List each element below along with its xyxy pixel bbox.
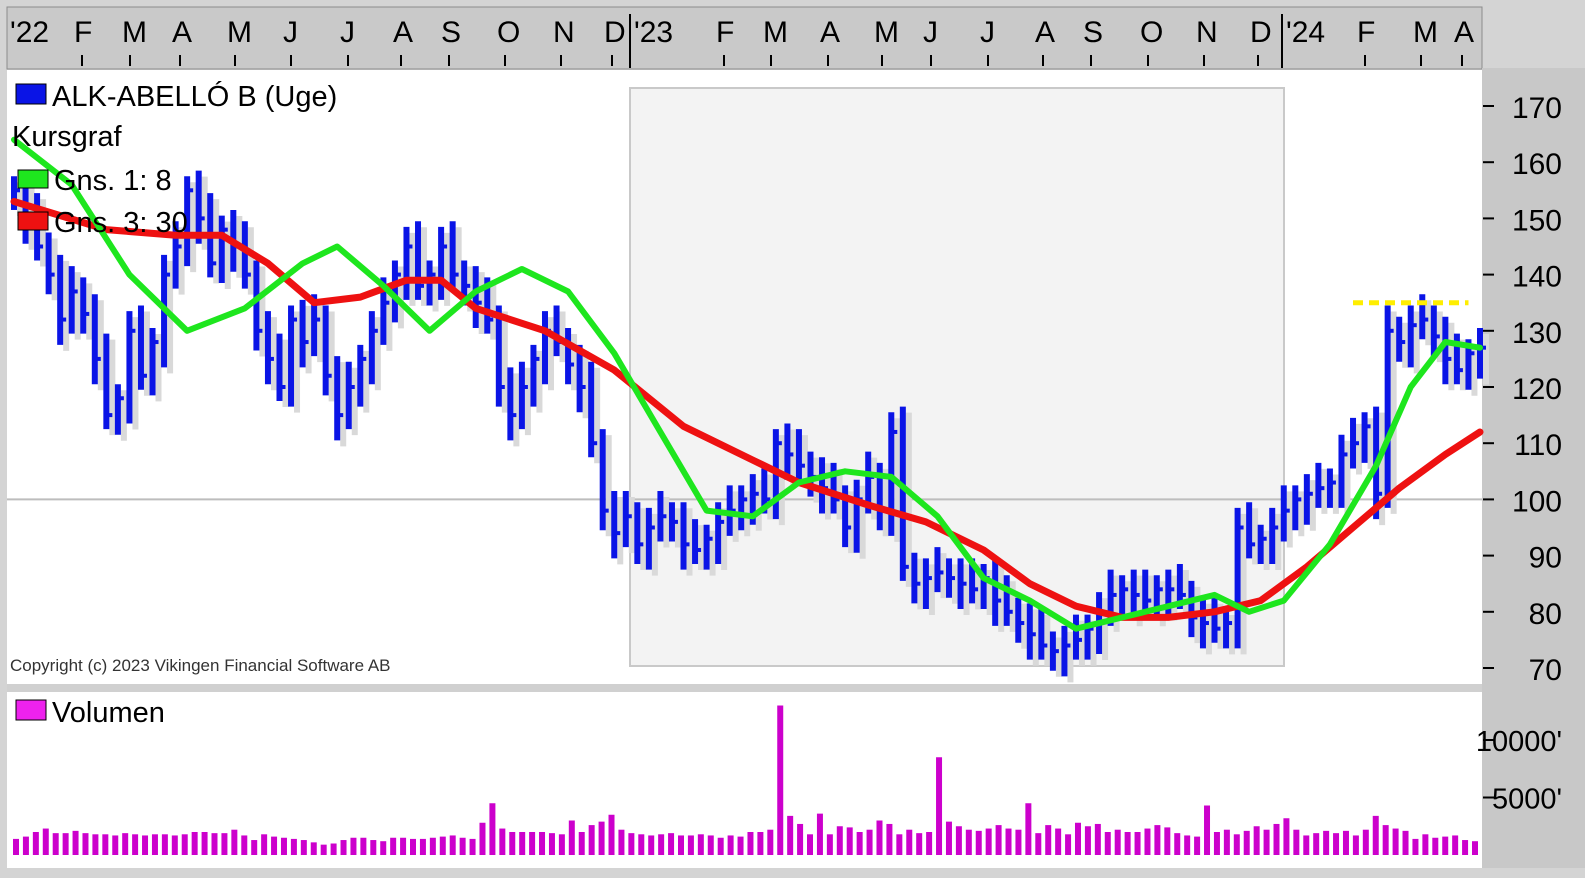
x-tick-label: J <box>340 16 355 49</box>
x-tick-label: J <box>283 16 298 49</box>
y-tick-label: 110 <box>1514 429 1562 462</box>
x-tick-label: A <box>1454 16 1474 49</box>
y-tick-label: 140 <box>1512 261 1562 294</box>
volume-bars <box>13 705 1478 855</box>
y-tick-label: 130 <box>1512 317 1562 350</box>
x-tick-label: F <box>716 16 734 49</box>
y-axis-ticks: 70 80 90 100 110 120 130 140 150 160 170 <box>1483 92 1562 687</box>
legend-price-label: ALK-ABELLÓ B (Uge) <box>52 80 337 113</box>
x-tick-label: S <box>1083 16 1103 49</box>
legend-swatch-ma30 <box>17 211 49 231</box>
volume-plot-background <box>7 692 1482 868</box>
bottom-band <box>0 868 1585 878</box>
y-tick-label: 100 <box>1512 485 1562 518</box>
moving-average-lines <box>10 136 1484 632</box>
y-tick-label: 170 <box>1512 92 1562 125</box>
x-tick-label: O <box>1140 16 1163 49</box>
x-tick-label: N <box>1196 16 1218 49</box>
legend-ma30-label: Gns. 3: 30 <box>54 207 188 239</box>
ma8-line <box>11 136 1483 632</box>
x-tick-label: F <box>74 16 92 49</box>
x-tick-label: D <box>604 16 626 49</box>
x-axis-ticks: '22 F M A M J J A S O N D '23 F M A M J J A S O N D '24 F M A <box>10 14 1474 68</box>
left-edge <box>0 70 7 878</box>
legend-swatch-ma8 <box>17 169 49 189</box>
volume-tick-label: 10000' <box>1476 726 1562 758</box>
x-tick-label: A <box>1035 16 1055 49</box>
volume-legend: Volumen <box>15 697 165 729</box>
legend-swatch-volume <box>15 699 47 721</box>
price-legend: ALK-ABELLÓ B (Uge) Kursgraf Gns. 1: 8 Gn… <box>12 80 337 239</box>
y-tick-label: 80 <box>1529 598 1562 631</box>
x-tick-label: A <box>172 16 192 49</box>
x-tick-label: M <box>227 16 252 49</box>
x-tick-label: M <box>763 16 788 49</box>
chart-subtitle: Kursgraf <box>12 121 123 153</box>
x-tick-label: '22 <box>10 16 49 49</box>
y-tick-label: 70 <box>1529 654 1562 687</box>
volume-axis-ticks: 10000' 5000' <box>1476 726 1562 816</box>
x-axis-strip <box>6 6 1483 70</box>
x-tick-label: D <box>1250 16 1272 49</box>
panel-separator <box>7 684 1482 692</box>
x-tick-label: J <box>980 16 995 49</box>
x-tick-label: F <box>1357 16 1375 49</box>
x-tick-label: J <box>923 16 938 49</box>
legend-ma8-label: Gns. 1: 8 <box>54 165 172 197</box>
x-tick-label: '24 <box>1286 16 1325 49</box>
x-tick-label: A <box>393 16 413 49</box>
y-tick-label: 120 <box>1512 373 1562 406</box>
copyright-text: Copyright (c) 2023 Vikingen Financial So… <box>10 656 391 675</box>
x-tick-label: O <box>497 16 520 49</box>
x-tick-label: M <box>1413 16 1438 49</box>
y-tick-label: 90 <box>1529 542 1562 575</box>
x-tick-label: M <box>874 16 899 49</box>
volume-tick-label: 5000' <box>1492 784 1562 816</box>
legend-volume-label: Volumen <box>52 697 165 729</box>
y-tick-label: 150 <box>1512 204 1562 237</box>
legend-swatch-price <box>15 83 47 105</box>
y-axis-band <box>1482 68 1585 878</box>
x-tick-label: S <box>441 16 461 49</box>
x-tick-label: A <box>820 16 840 49</box>
x-tick-label: '23 <box>634 16 673 49</box>
y-tick-label: 160 <box>1512 148 1562 181</box>
x-tick-label: M <box>122 16 147 49</box>
x-tick-label: N <box>553 16 575 49</box>
